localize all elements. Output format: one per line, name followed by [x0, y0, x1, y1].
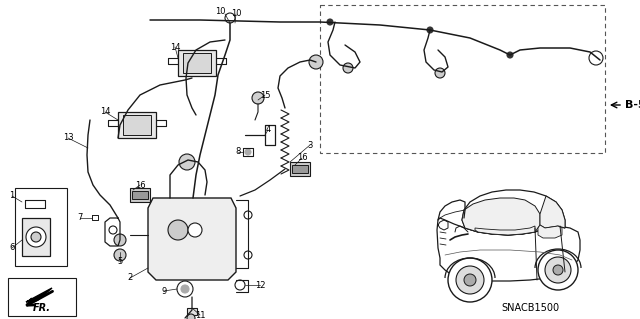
Circle shape [507, 52, 513, 58]
Circle shape [244, 211, 252, 219]
Text: 3: 3 [307, 140, 313, 150]
Circle shape [181, 285, 189, 293]
Circle shape [114, 234, 126, 246]
Circle shape [187, 314, 195, 319]
Text: 5: 5 [117, 257, 123, 266]
Circle shape [553, 265, 563, 275]
Text: 14: 14 [100, 108, 110, 116]
Circle shape [235, 280, 245, 290]
Bar [132, 191, 148, 199]
Circle shape [109, 226, 117, 234]
Circle shape [456, 266, 484, 294]
Circle shape [252, 92, 264, 104]
Text: 10: 10 [231, 10, 241, 19]
Bar [22, 218, 50, 256]
Polygon shape [540, 196, 565, 228]
Polygon shape [462, 198, 540, 235]
Text: 14: 14 [170, 42, 180, 51]
Circle shape [188, 223, 202, 237]
Bar [292, 165, 308, 173]
Text: SNACB1500: SNACB1500 [501, 303, 559, 313]
Text: FR.: FR. [33, 303, 51, 313]
Circle shape [435, 68, 445, 78]
Circle shape [225, 13, 235, 23]
Circle shape [464, 274, 476, 286]
Bar [118, 112, 156, 138]
Polygon shape [462, 190, 565, 235]
Text: 2: 2 [127, 273, 132, 283]
Text: 7: 7 [77, 213, 83, 222]
Polygon shape [437, 218, 580, 281]
Text: 11: 11 [195, 310, 205, 319]
Circle shape [545, 257, 571, 283]
Bar [123, 115, 151, 135]
Polygon shape [475, 226, 535, 235]
Text: 16: 16 [297, 153, 307, 162]
Text: 1: 1 [10, 191, 15, 201]
Text: B-51: B-51 [625, 100, 640, 110]
Text: 6: 6 [10, 243, 15, 253]
Text: 16: 16 [134, 181, 145, 189]
Bar [290, 162, 310, 176]
Polygon shape [148, 198, 236, 280]
Text: 8: 8 [236, 147, 241, 157]
Circle shape [327, 19, 333, 25]
Bar [15, 188, 67, 266]
Circle shape [244, 251, 252, 259]
Polygon shape [538, 225, 562, 238]
Bar [130, 188, 150, 202]
Bar [187, 308, 197, 315]
Circle shape [26, 227, 46, 247]
Text: 13: 13 [63, 133, 74, 143]
Bar [178, 50, 216, 76]
Circle shape [538, 250, 578, 290]
Circle shape [177, 281, 193, 297]
Circle shape [343, 63, 353, 73]
Bar [320, 5, 605, 153]
Circle shape [589, 51, 603, 65]
Circle shape [448, 258, 492, 302]
Circle shape [309, 55, 323, 69]
Circle shape [179, 154, 195, 170]
Circle shape [427, 27, 433, 33]
Text: 10: 10 [215, 8, 225, 17]
Text: 9: 9 [161, 286, 166, 295]
Circle shape [31, 232, 41, 242]
Text: 15: 15 [260, 91, 270, 100]
Circle shape [245, 149, 251, 155]
Text: 12: 12 [255, 280, 265, 290]
Text: 4: 4 [266, 125, 271, 135]
Bar [8, 278, 76, 316]
Circle shape [114, 249, 126, 261]
Bar [183, 53, 211, 73]
Polygon shape [26, 288, 52, 305]
Circle shape [168, 220, 188, 240]
